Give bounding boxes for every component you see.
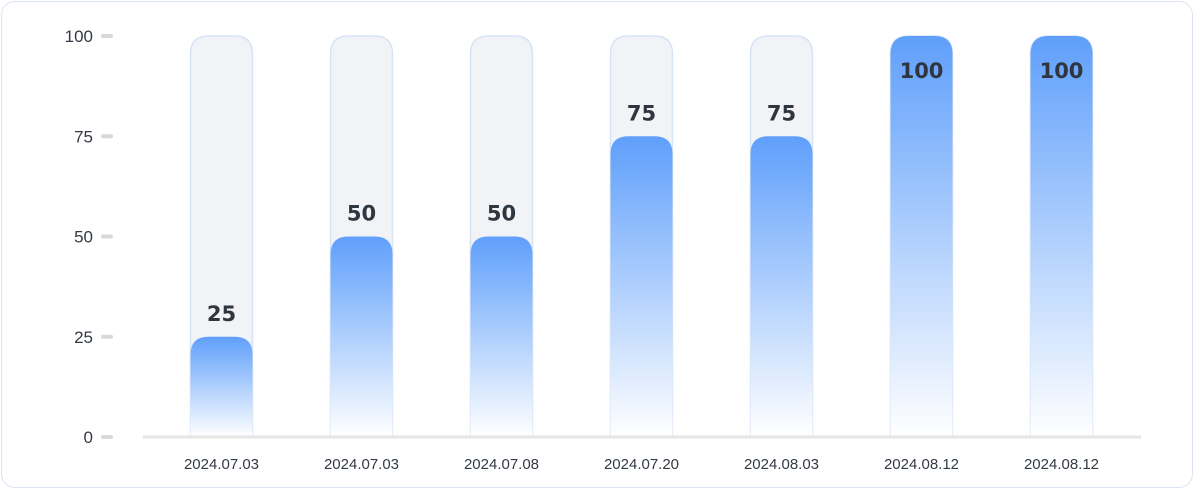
- x-tick-label: 2024.08.03: [744, 456, 819, 473]
- value-labels: 25 50 50 75 75 100 100: [207, 59, 1084, 326]
- x-tick-label: 2024.07.08: [464, 456, 539, 473]
- bar[interactable]: [610, 136, 673, 437]
- bar-value-label: 75: [767, 101, 796, 125]
- y-axis: 0 25 50 75 100: [65, 27, 113, 447]
- x-tick-label: 2024.07.20: [604, 456, 679, 473]
- bar-value-label: 50: [347, 202, 376, 226]
- bar-track: [189, 35, 254, 438]
- y-tick-label: 100: [65, 27, 93, 46]
- bar[interactable]: [190, 336, 253, 437]
- x-axis-labels: 2024.07.03 2024.07.03 2024.07.08 2024.07.20…: [184, 456, 1099, 473]
- bar-value-label: 100: [1040, 59, 1084, 83]
- bar[interactable]: [470, 236, 533, 438]
- y-tick-label: 50: [74, 228, 93, 247]
- bars: [190, 36, 1093, 438]
- bar[interactable]: [750, 136, 813, 437]
- bar-value-label: 75: [627, 101, 656, 125]
- bar-value-label: 50: [487, 202, 516, 226]
- x-tick-label: 2024.08.12: [884, 456, 959, 473]
- x-tick-label: 2024.08.12: [1024, 456, 1099, 473]
- bar[interactable]: [1030, 36, 1093, 437]
- bar-value-label: 100: [900, 59, 944, 83]
- bar[interactable]: [330, 236, 393, 438]
- y-tick-label: 25: [74, 328, 93, 347]
- y-tick-label: 0: [84, 428, 93, 447]
- x-tick-label: 2024.07.03: [324, 456, 399, 473]
- x-tick-label: 2024.07.03: [184, 456, 259, 473]
- bar-value-label: 25: [207, 302, 236, 326]
- y-tick-label: 75: [74, 127, 93, 146]
- bar[interactable]: [890, 36, 953, 437]
